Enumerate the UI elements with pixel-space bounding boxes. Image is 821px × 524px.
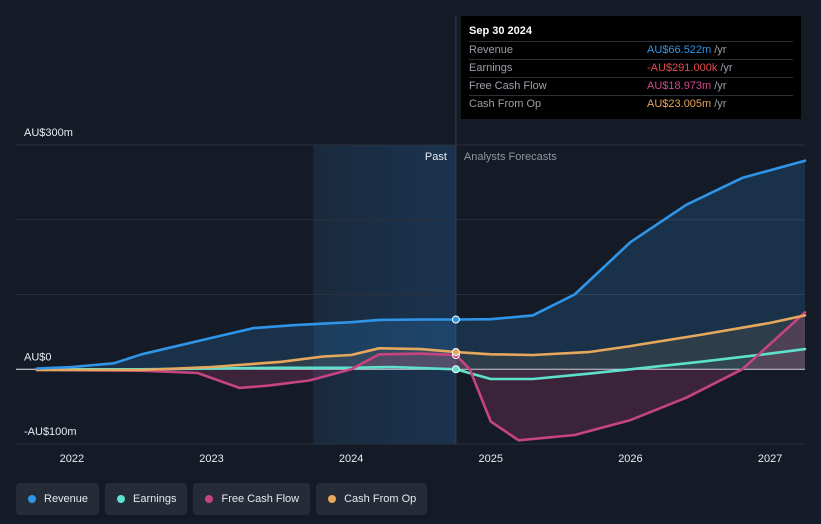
past-label: Past	[425, 151, 447, 163]
series-line-revenue	[35, 159, 807, 370]
tooltip-date: Sep 30 2024	[469, 25, 532, 37]
area-free-cash-flow	[36, 312, 805, 441]
tooltip-value: AU$66.522m	[647, 44, 712, 56]
tooltip-row-revenue: Revenue AU$66.522m /yr	[469, 41, 793, 59]
x-tick-label: 2025	[479, 453, 503, 465]
series-line-free-cash-flow	[35, 311, 807, 442]
x-tick-label: 2027	[758, 453, 782, 465]
marker-earnings	[451, 365, 460, 374]
forecast-label: Analysts Forecasts	[464, 151, 557, 163]
area-revenue	[36, 160, 805, 370]
legend-item-free-cash-flow[interactable]: Free Cash Flow	[193, 483, 311, 515]
legend-label: Cash From Op	[344, 493, 417, 505]
area-cash-from-op	[36, 315, 805, 370]
tooltip-row-cash-from-op: Cash From Op AU$23.005m /yr	[469, 95, 793, 113]
tooltip-unit: /yr	[714, 44, 727, 56]
series-line-earnings	[35, 347, 807, 381]
tooltip-panel: Sep 30 2024 Revenue AU$66.522m /yr Earni…	[461, 16, 801, 119]
tooltip-value: -AU$291.000k	[647, 62, 718, 74]
legend-item-earnings[interactable]: Earnings	[105, 483, 188, 515]
tooltip-label: Revenue	[469, 44, 514, 56]
tooltip-unit: /yr	[720, 62, 733, 74]
x-tick-label: 2023	[199, 453, 223, 465]
tooltip-value: AU$23.005m	[647, 98, 712, 110]
tooltip-label: Earnings	[469, 62, 513, 74]
tooltip-label: Cash From Op	[469, 98, 542, 110]
tooltip-unit: /yr	[714, 98, 727, 110]
x-tick-label: 2026	[618, 453, 642, 465]
legend-item-cash-from-op[interactable]: Cash From Op	[316, 483, 428, 515]
legend-dot-icon	[28, 495, 36, 503]
tooltip-label: Free Cash Flow	[469, 80, 547, 92]
legend-label: Free Cash Flow	[221, 493, 300, 505]
series-line-cash-from-op	[35, 314, 807, 372]
x-tick-label: 2022	[60, 453, 84, 465]
chart-legend: Revenue Earnings Free Cash Flow Cash Fro…	[16, 483, 428, 515]
legend-dot-icon	[328, 495, 337, 503]
tooltip-row-earnings: Earnings -AU$291.000k /yr	[469, 59, 793, 77]
legend-item-revenue[interactable]: Revenue	[16, 483, 100, 515]
legend-label: Earnings	[133, 493, 177, 505]
legend-label: Revenue	[44, 493, 89, 505]
marker-cash-from-op	[451, 348, 460, 357]
y-tick-label: -AU$100m	[24, 426, 77, 438]
x-tick-label: 2024	[339, 453, 363, 465]
y-tick-label: AU$0	[24, 351, 52, 363]
marker-revenue	[451, 315, 460, 324]
legend-dot-icon	[205, 495, 214, 503]
tooltip-value: AU$18.973m	[647, 80, 712, 92]
legend-dot-icon	[117, 495, 126, 503]
y-tick-label: AU$300m	[24, 127, 73, 139]
tooltip-unit: /yr	[714, 80, 727, 92]
tooltip-row-free-cash-flow: Free Cash Flow AU$18.973m /yr	[469, 77, 793, 95]
